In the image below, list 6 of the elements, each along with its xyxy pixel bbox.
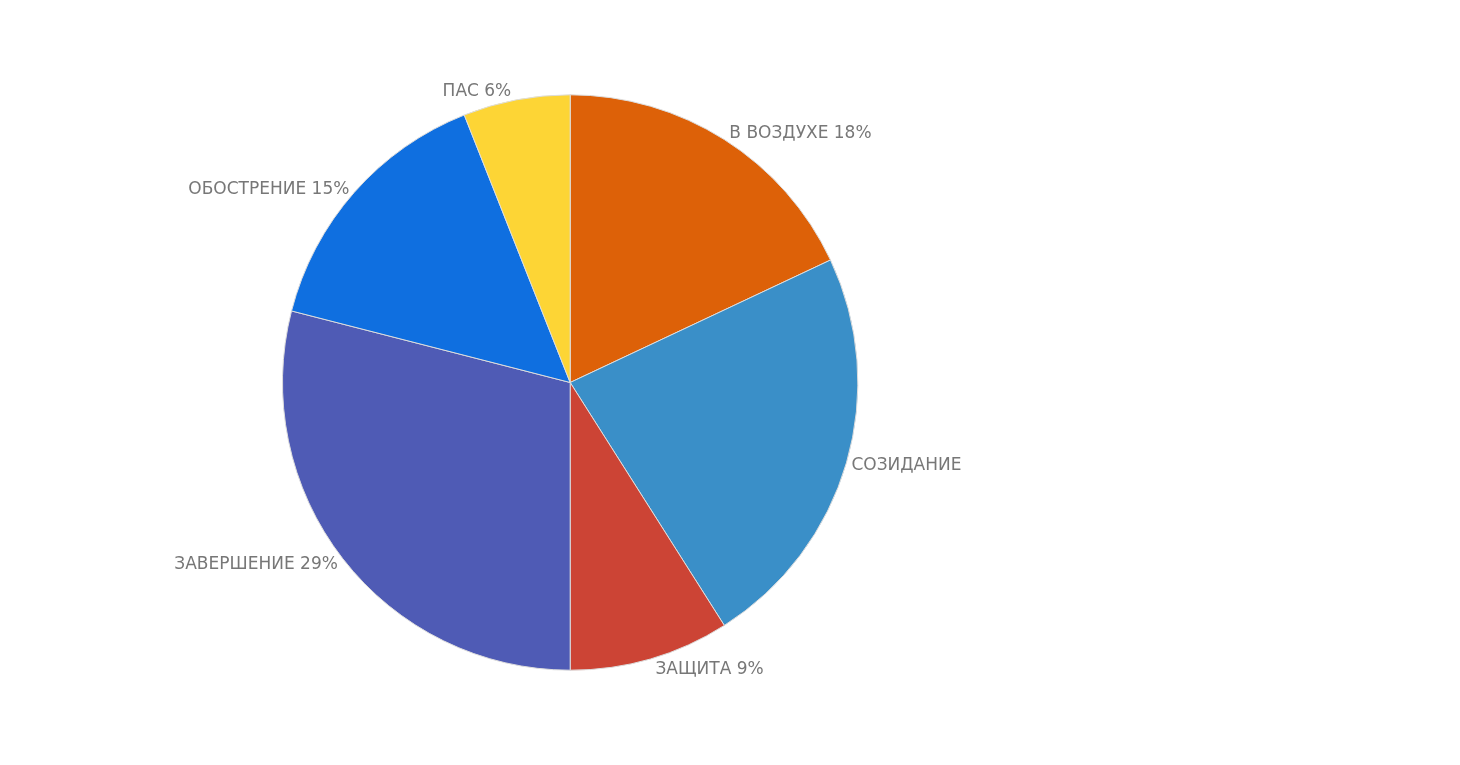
slice-label: В ВОЗДУХЕ 18% <box>729 122 872 143</box>
slice-label: СОЗИДАНИЕ <box>851 453 962 474</box>
slice-label: ЗАЩИТА 9% <box>655 658 764 678</box>
slice-label: ЗАВЕРШЕНИЕ 29% <box>174 552 338 573</box>
slice-label: ОБОСТРЕНИЕ 15% <box>188 177 350 198</box>
slice-label: ПАС 6% <box>442 80 512 101</box>
